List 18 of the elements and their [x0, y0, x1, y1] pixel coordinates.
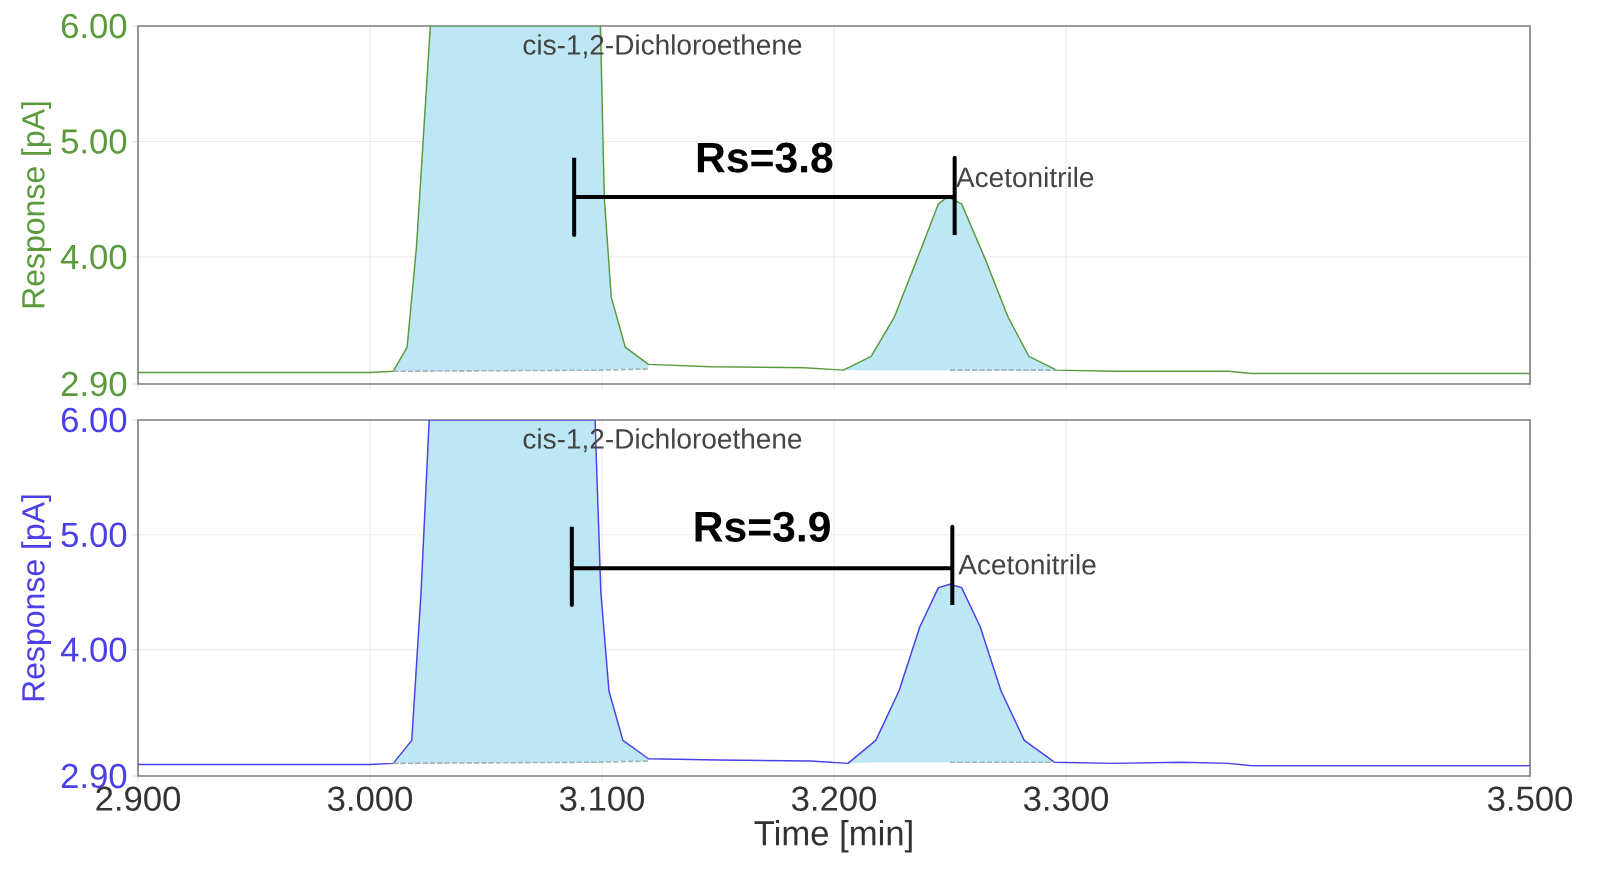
x-axis-title: Time [min] — [754, 820, 912, 853]
series-label: Rs=3.9 — [695, 511, 830, 542]
annotation: Acetonitrile — [958, 554, 1096, 575]
y-axis-title: Response [pA] — [21, 102, 51, 308]
y-tick-label: 5.00 — [61, 129, 127, 154]
x-tick-label: 3.200 — [791, 786, 877, 811]
y-tick-label: 4.00 — [60, 244, 127, 270]
y-tick-label: 6.00 — [61, 407, 127, 433]
y-axis-title: Response [pA] — [21, 495, 51, 701]
y-tick-label: 5.00 — [61, 522, 127, 548]
y-tick-label: 4.00 — [60, 637, 127, 662]
x-tick-label: 3.500 — [1487, 786, 1573, 811]
x-tick-label: 3.300 — [1023, 786, 1109, 811]
series-label: Rs=3.8 — [697, 142, 833, 173]
y-tick-label: 2.90 — [61, 371, 127, 397]
y-tick-label: 6.00 — [61, 13, 127, 39]
x-tick-label: 3.100 — [559, 786, 645, 811]
x-tick-label: 3.000 — [327, 786, 413, 811]
